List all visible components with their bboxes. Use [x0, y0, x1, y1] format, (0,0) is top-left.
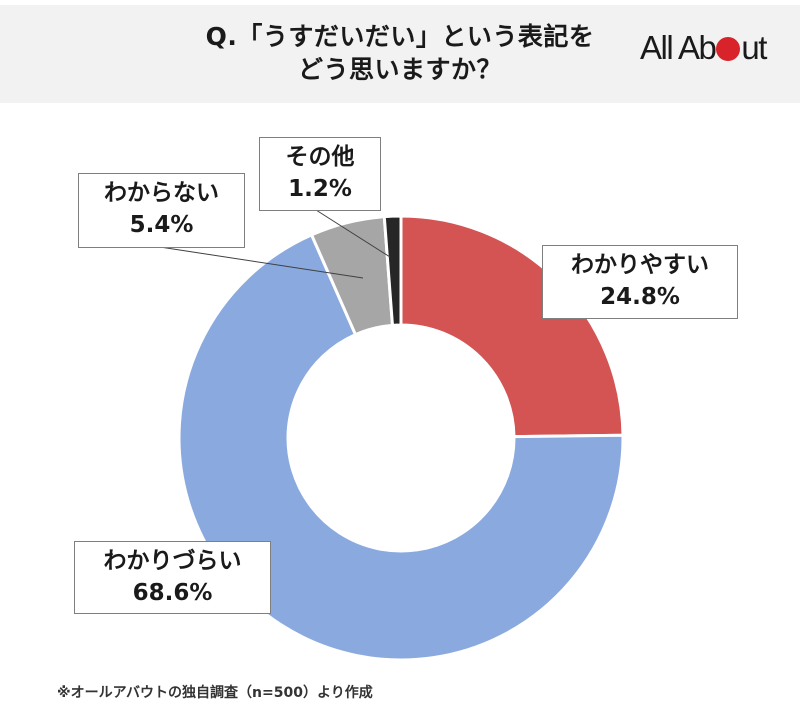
footnote: ※オールアバウトの独自調査（n=500）より作成	[57, 685, 373, 701]
leader-line-other	[315, 209, 391, 258]
allabout-logo: All Ab ut	[640, 29, 767, 66]
leader-lines	[159, 209, 391, 279]
slice-hard	[177, 232, 625, 662]
chart-header	[0, 5, 800, 103]
data-label-hard: わかりづらい 68.6%	[74, 541, 271, 614]
leader-line-unknown	[159, 246, 364, 279]
data-label-easy: わかりやすい 24.8%	[542, 245, 738, 319]
logo-red-dot-icon	[716, 37, 741, 61]
title-line-1: Q.「うすだいだい」という表記を	[205, 22, 595, 51]
title-line-2: どう思いますか？	[297, 55, 502, 84]
data-label-other: その他 1.2%	[259, 137, 381, 211]
chart-title: Q.「うすだいだい」という表記を どう思いますか？	[150, 20, 650, 86]
slice-other	[382, 214, 403, 327]
data-label-unknown: わからない 5.4%	[78, 173, 245, 248]
slice-easy	[399, 214, 625, 439]
